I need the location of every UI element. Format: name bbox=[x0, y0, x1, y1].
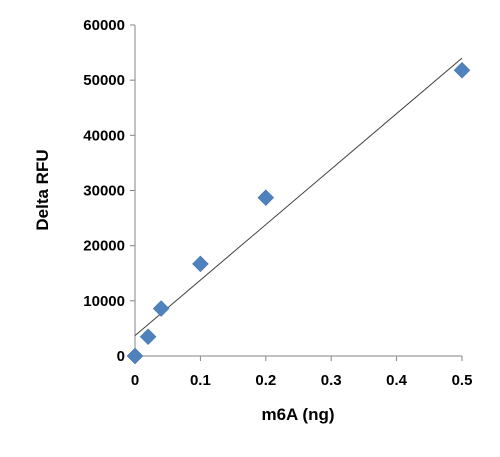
y-tick-label: 10000 bbox=[83, 293, 125, 310]
data-point-diamond bbox=[257, 189, 275, 207]
y-tick-label: 0 bbox=[117, 348, 125, 365]
y-tick-label: 50000 bbox=[83, 72, 125, 89]
y-axis-title: Delta RFU bbox=[33, 149, 52, 230]
data-point-diamond bbox=[152, 300, 170, 317]
y-tick-label: 30000 bbox=[83, 183, 125, 200]
data-point-diamond bbox=[192, 255, 209, 273]
linear-trendline bbox=[134, 57, 463, 336]
tick-labels: 0 10000 20000 30000 40000 50000 60000 0 0.1 0.2 0.… bbox=[83, 17, 472, 389]
y-tick-label: 60000 bbox=[83, 17, 125, 34]
data-point-diamond bbox=[139, 328, 157, 346]
x-tick-label: 0.1 bbox=[190, 372, 211, 389]
x-tick-label: 0.2 bbox=[255, 372, 276, 389]
y-tick-label: 40000 bbox=[83, 127, 125, 144]
data-point-diamond bbox=[126, 347, 144, 365]
x-tick-label: 0.5 bbox=[452, 372, 473, 389]
data-points bbox=[126, 61, 471, 365]
x-axis-title: m6A (ng) bbox=[261, 405, 334, 424]
y-tick-label: 20000 bbox=[83, 238, 125, 255]
data-point-diamond bbox=[453, 61, 471, 79]
x-tick-label: 0 bbox=[131, 372, 139, 389]
trendline-group bbox=[134, 57, 463, 336]
x-tick-label: 0.4 bbox=[386, 372, 408, 389]
axes bbox=[130, 24, 463, 361]
x-tick-label: 0.3 bbox=[321, 372, 342, 389]
